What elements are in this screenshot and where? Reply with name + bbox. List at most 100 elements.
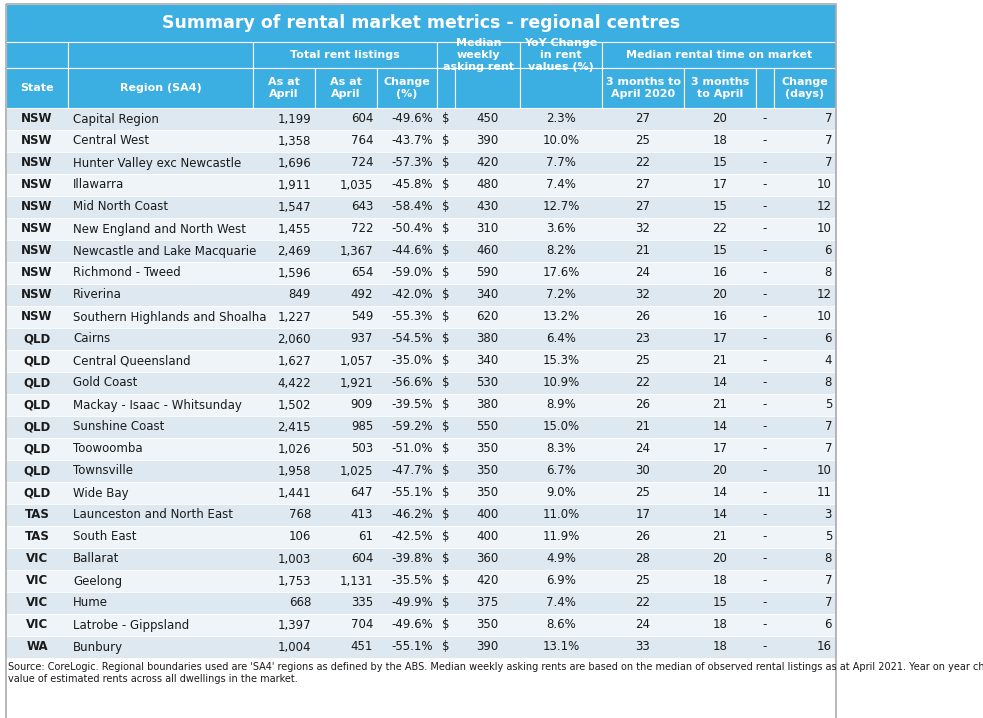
Text: Southern Highlands and Shoalha: Southern Highlands and Shoalha	[73, 310, 266, 324]
Text: -: -	[763, 398, 767, 411]
Bar	[6, 262, 836, 284]
Text: 8: 8	[825, 552, 832, 566]
Bar	[6, 68, 68, 108]
Text: 23: 23	[636, 332, 651, 345]
Bar	[437, 68, 455, 108]
Text: NSW: NSW	[22, 245, 53, 258]
Text: 15: 15	[713, 245, 727, 258]
Text: 61: 61	[358, 531, 373, 544]
Text: 1,397: 1,397	[277, 618, 311, 632]
Text: 8: 8	[825, 266, 832, 279]
Text: 18: 18	[713, 134, 727, 147]
Text: $: $	[442, 398, 449, 411]
Text: Newcastle and Lake Macquarie: Newcastle and Lake Macquarie	[73, 245, 257, 258]
Text: 24: 24	[635, 618, 651, 632]
Text: 340: 340	[477, 355, 498, 368]
Text: 22: 22	[635, 157, 651, 169]
Text: 722: 722	[351, 223, 373, 236]
Text: 604: 604	[351, 113, 373, 126]
Text: $: $	[442, 531, 449, 544]
Text: 2,060: 2,060	[277, 332, 311, 345]
Text: $: $	[442, 597, 449, 610]
Text: VIC: VIC	[26, 597, 48, 610]
Text: 13.2%: 13.2%	[543, 310, 580, 324]
Text: 8.6%: 8.6%	[547, 618, 576, 632]
Bar	[6, 614, 836, 636]
Text: 1,696: 1,696	[277, 157, 311, 169]
Text: $: $	[442, 245, 449, 258]
Text: -35.0%: -35.0%	[391, 355, 433, 368]
Text: QLD: QLD	[24, 398, 51, 411]
Text: -: -	[763, 310, 767, 324]
Text: NSW: NSW	[22, 113, 53, 126]
Text: VIC: VIC	[26, 618, 48, 632]
Bar	[774, 68, 836, 108]
Text: -39.8%: -39.8%	[391, 552, 433, 566]
Text: 12: 12	[817, 289, 832, 302]
Text: -: -	[763, 134, 767, 147]
Text: Hume: Hume	[73, 597, 108, 610]
Text: Illawarra: Illawarra	[73, 179, 124, 192]
Text: 16: 16	[713, 310, 727, 324]
Text: QLD: QLD	[24, 355, 51, 368]
Text: 764: 764	[351, 134, 373, 147]
Text: 430: 430	[477, 200, 498, 213]
Text: 15: 15	[713, 200, 727, 213]
Bar	[68, 42, 253, 68]
Text: 21: 21	[635, 245, 651, 258]
Text: 451: 451	[351, 640, 373, 653]
Text: NSW: NSW	[22, 200, 53, 213]
Text: -: -	[763, 223, 767, 236]
Text: 22: 22	[635, 597, 651, 610]
Text: 8.3%: 8.3%	[547, 442, 576, 455]
Text: $: $	[442, 134, 449, 147]
Text: -45.8%: -45.8%	[391, 179, 433, 192]
Text: -: -	[763, 508, 767, 521]
Text: 549: 549	[351, 310, 373, 324]
Text: -49.6%: -49.6%	[391, 113, 433, 126]
Text: 18: 18	[713, 618, 727, 632]
Bar	[315, 68, 377, 108]
Text: 1,004: 1,004	[277, 640, 311, 653]
Text: 590: 590	[477, 266, 498, 279]
Text: 17: 17	[713, 442, 727, 455]
Text: NSW: NSW	[22, 266, 53, 279]
Text: 11.9%: 11.9%	[543, 531, 580, 544]
Bar	[6, 438, 836, 460]
Text: 26: 26	[635, 398, 651, 411]
Text: 27: 27	[635, 200, 651, 213]
Text: 14: 14	[713, 508, 727, 521]
Text: -: -	[763, 465, 767, 477]
Text: 8.2%: 8.2%	[547, 245, 576, 258]
Text: 1,627: 1,627	[277, 355, 311, 368]
Text: QLD: QLD	[24, 487, 51, 500]
Text: $: $	[442, 552, 449, 566]
Text: 1,547: 1,547	[277, 200, 311, 213]
Text: Townsville: Townsville	[73, 465, 133, 477]
Text: 22: 22	[713, 223, 727, 236]
Bar	[253, 68, 315, 108]
Text: QLD: QLD	[24, 332, 51, 345]
Text: 1,026: 1,026	[277, 442, 311, 455]
Text: 390: 390	[477, 134, 498, 147]
Text: 14: 14	[713, 421, 727, 434]
Text: $: $	[442, 508, 449, 521]
Text: 26: 26	[635, 531, 651, 544]
Text: 33: 33	[636, 640, 651, 653]
Text: -: -	[763, 245, 767, 258]
Text: Median rental time on market: Median rental time on market	[626, 50, 812, 60]
Text: 420: 420	[477, 157, 498, 169]
Text: 604: 604	[351, 552, 373, 566]
Text: -: -	[763, 552, 767, 566]
Bar	[6, 108, 836, 130]
Bar	[6, 482, 836, 504]
Text: 20: 20	[713, 289, 727, 302]
Text: Latrobe - Gippsland: Latrobe - Gippsland	[73, 618, 190, 632]
Text: QLD: QLD	[24, 442, 51, 455]
Bar	[6, 196, 836, 218]
Text: 21: 21	[713, 398, 727, 411]
Text: 6: 6	[825, 245, 832, 258]
Text: -: -	[763, 157, 767, 169]
Text: 26: 26	[635, 310, 651, 324]
Text: 4.9%: 4.9%	[547, 552, 576, 566]
